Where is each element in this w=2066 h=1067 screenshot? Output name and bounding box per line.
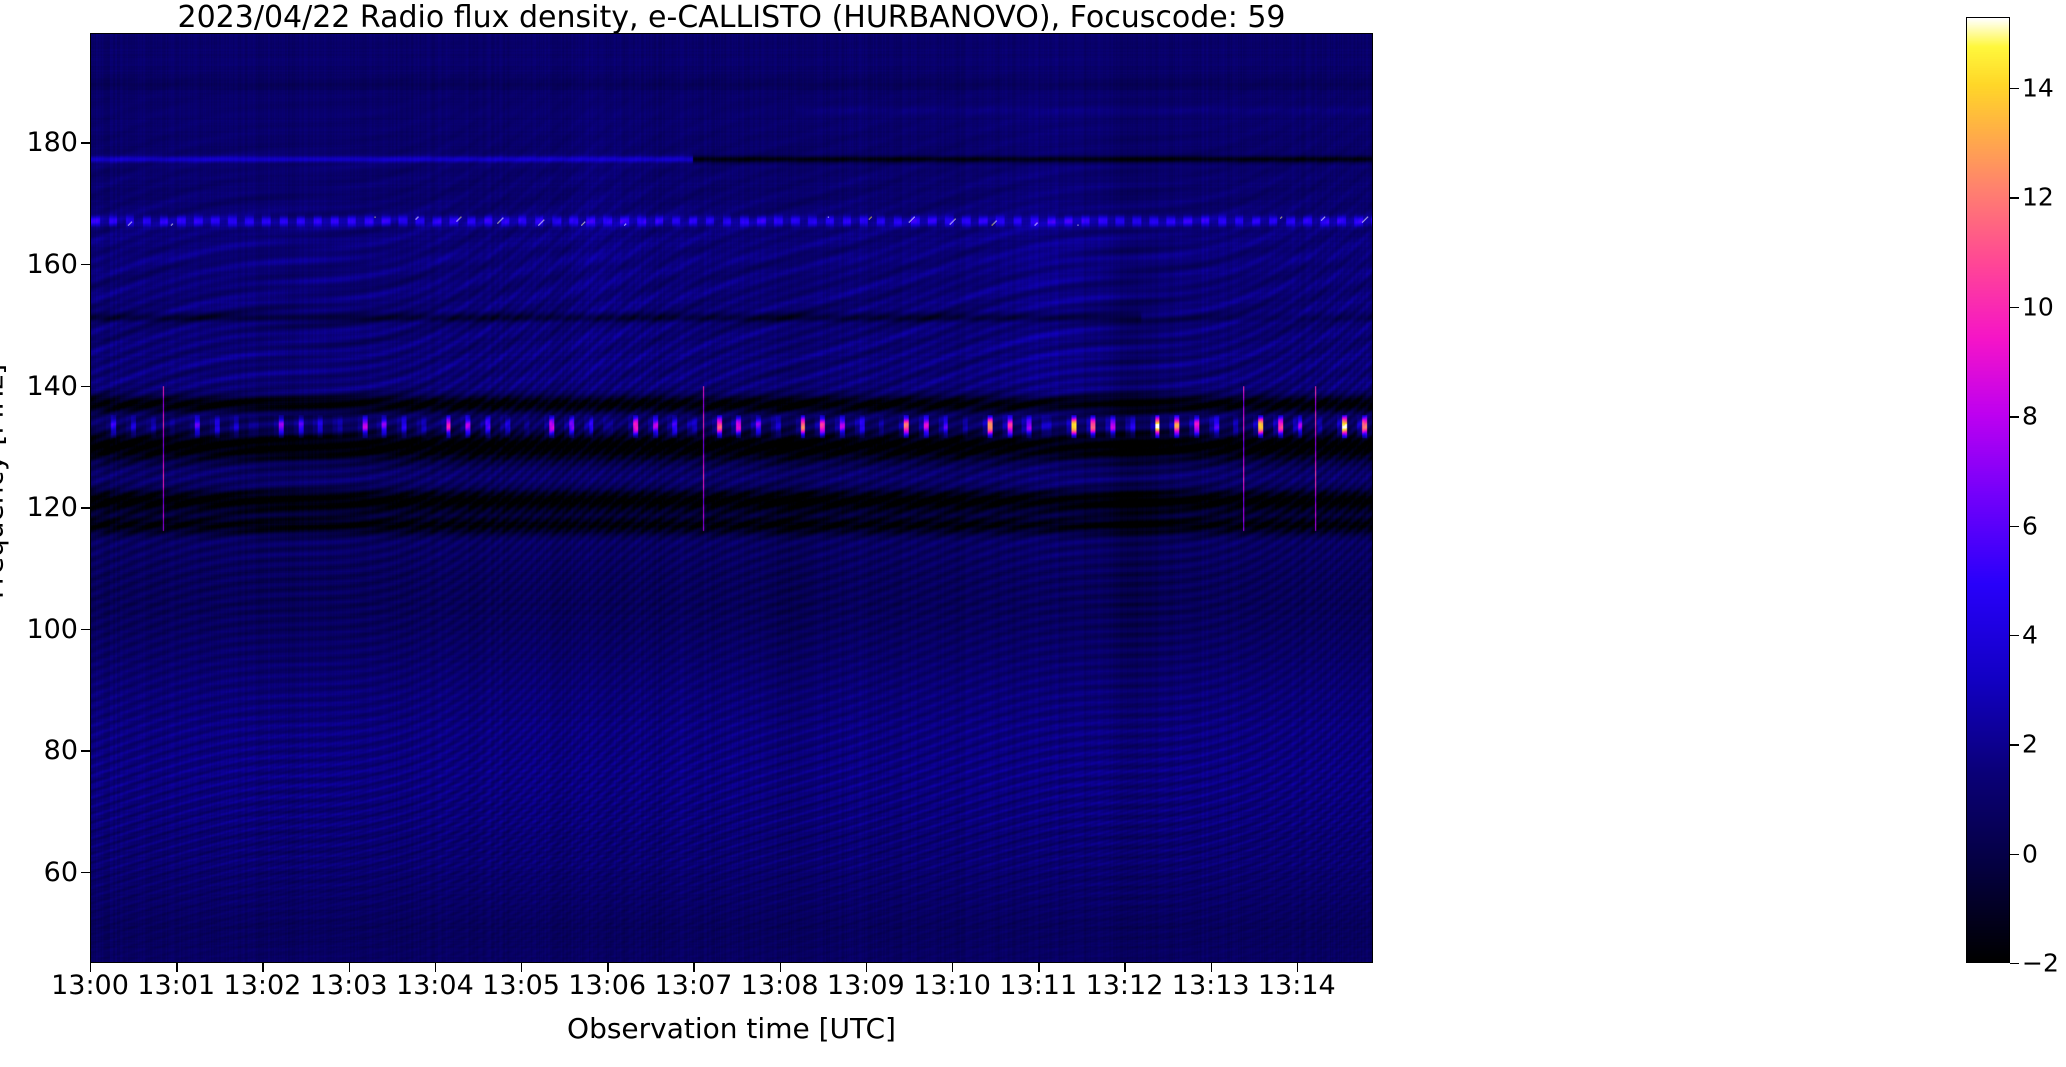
y-tick-mark: [81, 142, 90, 144]
y-tick-mark: [81, 507, 90, 509]
colorbar-tick-mark: [2010, 963, 2019, 965]
x-tick-label: 13:13: [1171, 970, 1250, 1001]
colorbar-tick-mark: [2010, 744, 2019, 746]
x-tick-label: 13:14: [1257, 970, 1336, 1001]
x-tick-label: 13:04: [395, 970, 474, 1001]
x-tick-mark: [176, 963, 178, 972]
colorbar-tick-label: 14: [2022, 73, 2054, 103]
x-tick-label: 13:01: [137, 970, 216, 1001]
y-tick-label: 60: [43, 856, 78, 888]
spectrogram-image: [91, 34, 1372, 962]
colorbar-tick-mark: [2010, 88, 2019, 90]
x-tick-label: 13:06: [568, 970, 647, 1001]
x-tick-mark: [1124, 963, 1126, 972]
y-tick-mark: [81, 263, 90, 266]
y-tick-label: 80: [43, 735, 78, 767]
x-tick-label: 13:00: [51, 970, 129, 1001]
x-tick-mark: [779, 963, 781, 972]
colorbar-tick-label: 12: [2022, 182, 2054, 212]
colorbar-tick-mark: [2010, 306, 2019, 309]
colorbar-tick-label: 8: [2022, 401, 2038, 431]
y-tick-label: 100: [26, 613, 78, 645]
x-tick-label: 13:08: [740, 970, 819, 1001]
x-tick-label: 13:07: [654, 970, 733, 1001]
chart-title: 2023/04/22 Radio flux density, e-CALLIST…: [177, 0, 1286, 35]
x-tick-mark: [1210, 963, 1213, 972]
colorbar-tick-label: 10: [2022, 292, 2054, 322]
x-tick-label: 13:11: [999, 970, 1078, 1001]
x-tick-mark: [693, 963, 695, 972]
x-tick-label: 13:05: [482, 970, 560, 1001]
colorbar[interactable]: [1966, 17, 2010, 963]
x-tick-label: 13:02: [223, 970, 302, 1001]
x-tick-mark: [865, 963, 868, 972]
colorbar-gradient: [1967, 18, 2009, 962]
colorbar-tick-mark: [2010, 197, 2019, 199]
colorbar-tick-label: −2: [2022, 948, 2059, 978]
colorbar-tick-label: 0: [2022, 839, 2038, 869]
colorbar-tick-mark: [2010, 634, 2019, 637]
y-tick-label: 180: [26, 127, 78, 159]
x-tick-mark: [1038, 963, 1040, 972]
spectrogram-axes[interactable]: [90, 33, 1373, 963]
y-tick-mark: [81, 628, 90, 631]
x-tick-mark: [90, 963, 92, 972]
colorbar-tick-mark: [2010, 525, 2019, 527]
x-tick-label: 13:12: [1085, 970, 1164, 1001]
x-axis-label: Observation time [UTC]: [567, 1012, 896, 1045]
colorbar-tick-label: 6: [2022, 511, 2038, 541]
y-tick-mark: [81, 385, 90, 387]
y-tick-label: 140: [26, 370, 78, 402]
x-tick-label: 13:03: [309, 970, 388, 1001]
x-tick-mark: [262, 963, 264, 972]
x-tick-label: 13:10: [913, 970, 991, 1001]
colorbar-tick-label: 2: [2022, 729, 2038, 759]
x-tick-label: 13:09: [826, 970, 905, 1001]
y-tick-label: 160: [26, 248, 78, 280]
x-tick-mark: [1296, 963, 1299, 972]
y-tick-label: 120: [26, 492, 78, 524]
colorbar-tick-mark: [2010, 416, 2019, 418]
x-tick-mark: [521, 963, 523, 972]
colorbar-tick-label: 4: [2022, 620, 2038, 650]
y-tick-mark: [81, 871, 90, 874]
x-tick-mark: [434, 963, 437, 972]
x-tick-mark: [607, 963, 609, 972]
x-tick-mark: [952, 963, 954, 972]
colorbar-tick-mark: [2010, 853, 2019, 856]
y-tick-mark: [81, 750, 90, 752]
x-tick-mark: [348, 963, 351, 972]
